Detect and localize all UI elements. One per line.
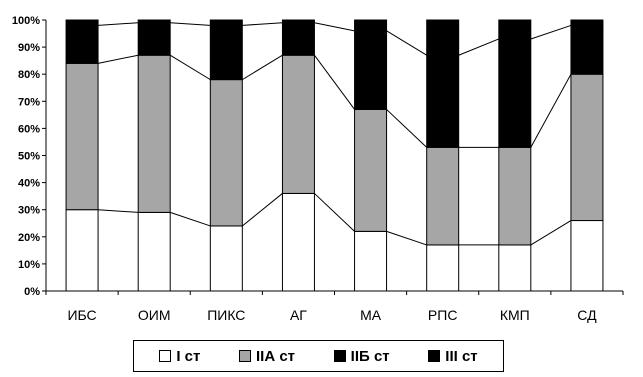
bar-segment xyxy=(281,22,315,56)
legend-item-iia: IIА ст xyxy=(238,347,296,365)
bar-segment xyxy=(281,54,315,194)
bar-segment xyxy=(137,54,171,213)
legend-swatch-iib xyxy=(333,350,346,362)
bar-segment xyxy=(281,192,315,292)
bar-segment xyxy=(354,108,388,232)
bar-segment xyxy=(570,73,604,222)
bar-segment xyxy=(426,19,460,56)
bar-segment xyxy=(498,244,532,292)
bar-segment xyxy=(137,22,171,56)
series-connector-line xyxy=(242,54,283,81)
bar-segment xyxy=(209,19,243,26)
x-tick-label: АГ xyxy=(290,307,307,323)
bar-segment xyxy=(281,19,315,24)
series-connector-line xyxy=(530,220,572,246)
series-connector-line xyxy=(530,24,572,40)
x-tick-label: КМП xyxy=(500,307,530,323)
y-tick-label: 70% xyxy=(18,96,40,108)
x-tick-label: РПС xyxy=(428,307,458,323)
bar-segment xyxy=(570,24,604,75)
y-tick-label: 90% xyxy=(18,42,40,54)
legend-swatch-iii xyxy=(428,350,441,362)
series-connector-line xyxy=(386,230,427,246)
bar-segment xyxy=(570,220,604,292)
legend-item-i: I ст xyxy=(159,348,200,365)
series-connector-line xyxy=(314,22,355,32)
legend-swatch-iia xyxy=(238,350,251,362)
bar-segment xyxy=(137,19,171,24)
series-connector-line xyxy=(386,109,428,148)
y-tick-label: 60% xyxy=(18,123,40,135)
series-connector-line xyxy=(458,38,500,56)
bar-segment xyxy=(354,19,388,32)
bar-segment xyxy=(209,225,243,292)
y-tick-label: 20% xyxy=(18,232,40,244)
bar-segment xyxy=(65,62,99,211)
y-tick-label: 80% xyxy=(18,69,40,81)
bar-segment xyxy=(354,30,388,110)
series-connector-line xyxy=(314,193,355,232)
bar-segment xyxy=(498,38,532,148)
bar-segment xyxy=(426,244,460,292)
bar-segment xyxy=(426,146,460,246)
legend-label-iii: III ст xyxy=(445,347,478,365)
series-connector-line xyxy=(241,193,283,227)
legend-item-iib: IIБ ст xyxy=(333,347,390,365)
series-connector-line xyxy=(170,211,211,227)
x-tick-label: ИБС xyxy=(67,307,96,323)
x-tick-label: ПИКС xyxy=(207,307,245,323)
y-tick-label: 40% xyxy=(18,178,40,190)
series-connector-line xyxy=(98,22,139,26)
bar-segment xyxy=(209,24,243,81)
series-connector-line xyxy=(530,73,572,148)
bar-segment xyxy=(209,79,243,227)
series-connector-line xyxy=(98,209,139,213)
bar-segment xyxy=(137,211,171,292)
bar-segment xyxy=(570,19,604,26)
legend-label-i: I ст xyxy=(176,347,201,365)
bar-segment xyxy=(426,54,460,148)
series-connector-line xyxy=(314,54,355,110)
bar-segment xyxy=(498,19,532,40)
y-tick-label: 50% xyxy=(18,151,40,163)
bar-segment xyxy=(65,209,99,292)
x-tick-label: МА xyxy=(360,307,382,323)
series-connector-line xyxy=(386,30,427,56)
legend-label-iia: IIА ст xyxy=(255,347,296,365)
legend-item-iii: III ст xyxy=(428,347,478,365)
legend: I ст IIА ст IIБ ст III ст xyxy=(133,340,504,372)
bar-segment xyxy=(65,24,99,64)
series-connector-line xyxy=(97,54,139,64)
y-tick-label: 30% xyxy=(18,205,40,217)
series-connector-line xyxy=(170,22,211,26)
plot-area: 0% 10% 20% 30% 40% 50% 60% 70% 80% 90% 100% ИБС ОИМ П… xyxy=(12,15,624,323)
series-connector-line xyxy=(242,22,283,26)
y-tick-label: 100% xyxy=(12,15,40,27)
y-tick-label: 10% xyxy=(18,259,40,271)
bar-segment xyxy=(498,146,532,246)
legend-swatch-i xyxy=(159,350,172,362)
x-tick-label: ОИМ xyxy=(138,307,171,323)
series-connector-line xyxy=(169,54,211,81)
legend-label-iib: IIБ ст xyxy=(350,347,390,365)
bar-segment xyxy=(354,230,388,292)
x-tick-label: СД xyxy=(577,307,597,323)
bar-segment xyxy=(65,19,99,26)
y-tick-label: 0% xyxy=(24,286,40,298)
